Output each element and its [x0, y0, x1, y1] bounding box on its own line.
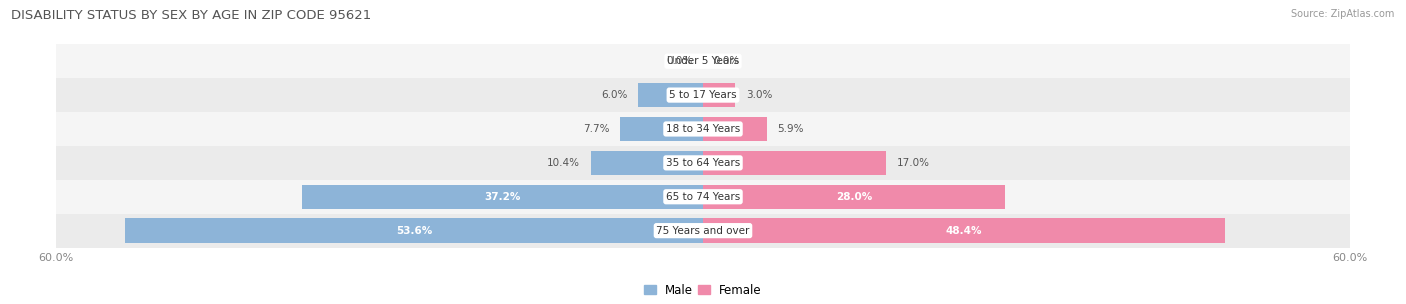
Text: 3.0%: 3.0%: [747, 90, 772, 100]
Text: 53.6%: 53.6%: [396, 226, 432, 236]
Bar: [56, 112, 1350, 146]
Bar: [302, 185, 703, 209]
Text: 28.0%: 28.0%: [835, 192, 872, 202]
Bar: [620, 117, 703, 141]
Text: 0.0%: 0.0%: [666, 56, 692, 66]
Text: 7.7%: 7.7%: [582, 124, 609, 134]
Bar: [703, 185, 1005, 209]
Text: 17.0%: 17.0%: [897, 158, 929, 168]
Text: Source: ZipAtlas.com: Source: ZipAtlas.com: [1291, 9, 1395, 19]
Text: 75 Years and over: 75 Years and over: [657, 226, 749, 236]
Text: Under 5 Years: Under 5 Years: [666, 56, 740, 66]
Text: 65 to 74 Years: 65 to 74 Years: [666, 192, 740, 202]
Bar: [638, 83, 703, 107]
Bar: [56, 78, 1350, 112]
Bar: [591, 151, 703, 175]
Bar: [56, 44, 1350, 78]
Text: DISABILITY STATUS BY SEX BY AGE IN ZIP CODE 95621: DISABILITY STATUS BY SEX BY AGE IN ZIP C…: [11, 9, 371, 22]
Bar: [703, 151, 886, 175]
Text: 5 to 17 Years: 5 to 17 Years: [669, 90, 737, 100]
Bar: [125, 219, 703, 243]
Text: 35 to 64 Years: 35 to 64 Years: [666, 158, 740, 168]
Text: 37.2%: 37.2%: [484, 192, 520, 202]
Text: 0.0%: 0.0%: [714, 56, 740, 66]
Text: 10.4%: 10.4%: [547, 158, 581, 168]
Bar: [56, 180, 1350, 214]
Bar: [703, 117, 766, 141]
Text: 6.0%: 6.0%: [602, 90, 627, 100]
Legend: Male, Female: Male, Female: [640, 279, 766, 301]
Bar: [703, 219, 1225, 243]
Text: 48.4%: 48.4%: [946, 226, 983, 236]
Text: 18 to 34 Years: 18 to 34 Years: [666, 124, 740, 134]
Bar: [56, 146, 1350, 180]
Bar: [703, 83, 735, 107]
Bar: [56, 214, 1350, 247]
Text: 5.9%: 5.9%: [778, 124, 804, 134]
